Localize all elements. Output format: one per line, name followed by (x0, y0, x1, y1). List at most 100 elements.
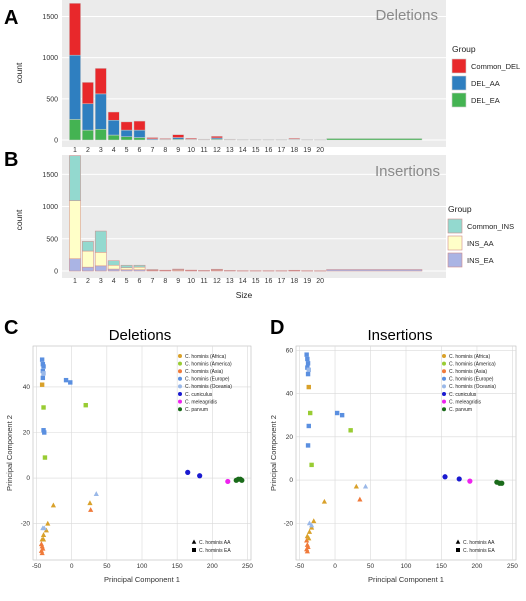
b-x-tick-6: 6 (138, 278, 142, 285)
panel-c-title: Deletions (109, 327, 172, 344)
b-bar-5-common_ins (121, 265, 132, 268)
b-x-tick-12: 12 (213, 278, 221, 285)
d-point-0 (304, 352, 308, 356)
d-x-tick-0: 0 (333, 563, 337, 570)
c-legend-label-6: C. meleagridis (185, 399, 217, 405)
a-y-tick-1500: 1500 (42, 14, 58, 21)
a-x-tick-10: 10 (187, 147, 195, 154)
panel-letter-d: D (270, 317, 284, 339)
c-point-13 (43, 455, 47, 459)
b-bar-9-common_ins (173, 269, 184, 270)
b-x-tick-14: 14 (239, 278, 247, 285)
d-shape-legend-marker-1 (456, 548, 460, 552)
c-y-tick-0: 0 (26, 475, 30, 482)
c-legend-label-5: C. cuniculus (185, 392, 213, 398)
b-bar-12-common_ins (211, 269, 222, 270)
d-x-tick-250: 250 (507, 563, 518, 570)
a-x-tick-14: 14 (239, 147, 247, 154)
panel-c-y-axis-title: Principal Component 2 (5, 415, 14, 491)
d-y-tick-40: 40 (286, 391, 294, 398)
c-point-7 (64, 378, 68, 382)
d-point-5 (306, 372, 310, 376)
d-y-tick-0: 0 (289, 477, 293, 484)
a-legend-swatch-common_del (452, 59, 466, 73)
b-bar-5-ins_aa (121, 268, 132, 270)
b-bar-4-ins_ea (108, 269, 119, 271)
c-y-tick-40: 40 (23, 384, 31, 391)
c-legend-label-1: C. hominis (America) (185, 361, 232, 367)
a-x-tick-8: 8 (163, 147, 167, 154)
panel-a-title: Deletions (375, 7, 438, 24)
b-x-tick-11: 11 (200, 278, 207, 285)
b-x-tick-15: 15 (252, 278, 260, 285)
panel-d-x-axis-title: Principal Component 1 (368, 575, 444, 584)
b-x-tick-18: 18 (290, 278, 298, 285)
d-point-4 (307, 368, 311, 372)
d-legend-label-5: C. cuniculus (449, 392, 477, 398)
c-point-30 (185, 470, 190, 475)
b-y-tick-0: 0 (54, 269, 58, 276)
b-x-tick-2: 2 (86, 278, 90, 285)
b-bar-3-ins_ea (95, 266, 106, 271)
a-x-tick-19: 19 (303, 147, 311, 154)
a-x-tick-12: 12 (213, 147, 221, 154)
b-x-tick-13: 13 (226, 278, 234, 285)
c-point-6 (40, 383, 44, 387)
d-x-tick--50: -50 (295, 563, 305, 570)
c-x-tick-150: 150 (172, 563, 183, 570)
a-x-tick-4: 4 (112, 147, 116, 154)
d-point-11 (307, 424, 311, 428)
d-point-32 (467, 479, 472, 484)
b-x-tick-19: 19 (303, 278, 311, 285)
panel-b-y-axis-title: count (14, 209, 24, 230)
a-bar-5-del_ea (121, 137, 132, 140)
a-bar-3-del_ea (95, 129, 106, 140)
b-bar-2-ins_aa (82, 251, 93, 267)
a-legend-title: Group (452, 44, 476, 54)
b-bar-1-common_ins (69, 156, 80, 201)
a-x-tick-11: 11 (200, 147, 207, 154)
d-point-13 (309, 463, 313, 467)
d-point-31 (457, 476, 462, 481)
c-point-36 (239, 478, 244, 483)
a-legend-label-del_ea: DEL_EA (471, 96, 500, 105)
c-legend-dot-0 (178, 354, 182, 358)
a-y-tick-0: 0 (54, 138, 58, 145)
a-x-tick-20: 20 (316, 147, 324, 154)
b-x-tick-20: 20 (316, 278, 324, 285)
b-y-tick-500: 500 (46, 236, 58, 243)
d-x-tick-50: 50 (367, 563, 375, 570)
a-legend-label-common_del: Common_DEL (471, 62, 520, 71)
c-point-32 (225, 479, 230, 484)
b-x-tick-5: 5 (125, 278, 129, 285)
d-point-8 (340, 413, 344, 417)
d-point-30 (442, 474, 447, 479)
c-point-9 (84, 403, 88, 407)
c-y-tick--20: -20 (21, 521, 31, 528)
a-bar-1-del_ea (69, 119, 80, 140)
a-bar-1-common_del (69, 3, 80, 55)
c-point-5 (41, 376, 45, 380)
c-legend-dot-4 (178, 384, 182, 388)
d-legend-label-1: C. hominis (America) (449, 361, 496, 367)
c-shape-legend-label-0: C. hominis AA (199, 540, 231, 546)
d-point-1 (305, 357, 309, 361)
c-x-tick-200: 200 (207, 563, 218, 570)
c-shape-legend-marker-1 (192, 548, 196, 552)
c-point-4 (41, 371, 45, 375)
a-x-tick-6: 6 (138, 147, 142, 154)
b-legend-title: Group (448, 204, 472, 214)
a-bar-5-common_del (121, 122, 132, 130)
b-bar-7-common_ins (147, 270, 158, 271)
c-legend-dot-7 (178, 407, 182, 411)
d-legend-label-2: C. hominis (Asia) (449, 369, 487, 375)
c-point-8 (68, 380, 72, 384)
b-x-tick-9: 9 (176, 278, 180, 285)
a-bar-5-del_aa (121, 130, 132, 137)
d-shape-legend-label-1: C. hominis EA (463, 548, 495, 554)
c-x-tick-250: 250 (242, 563, 253, 570)
a-bar-4-del_aa (108, 120, 119, 135)
